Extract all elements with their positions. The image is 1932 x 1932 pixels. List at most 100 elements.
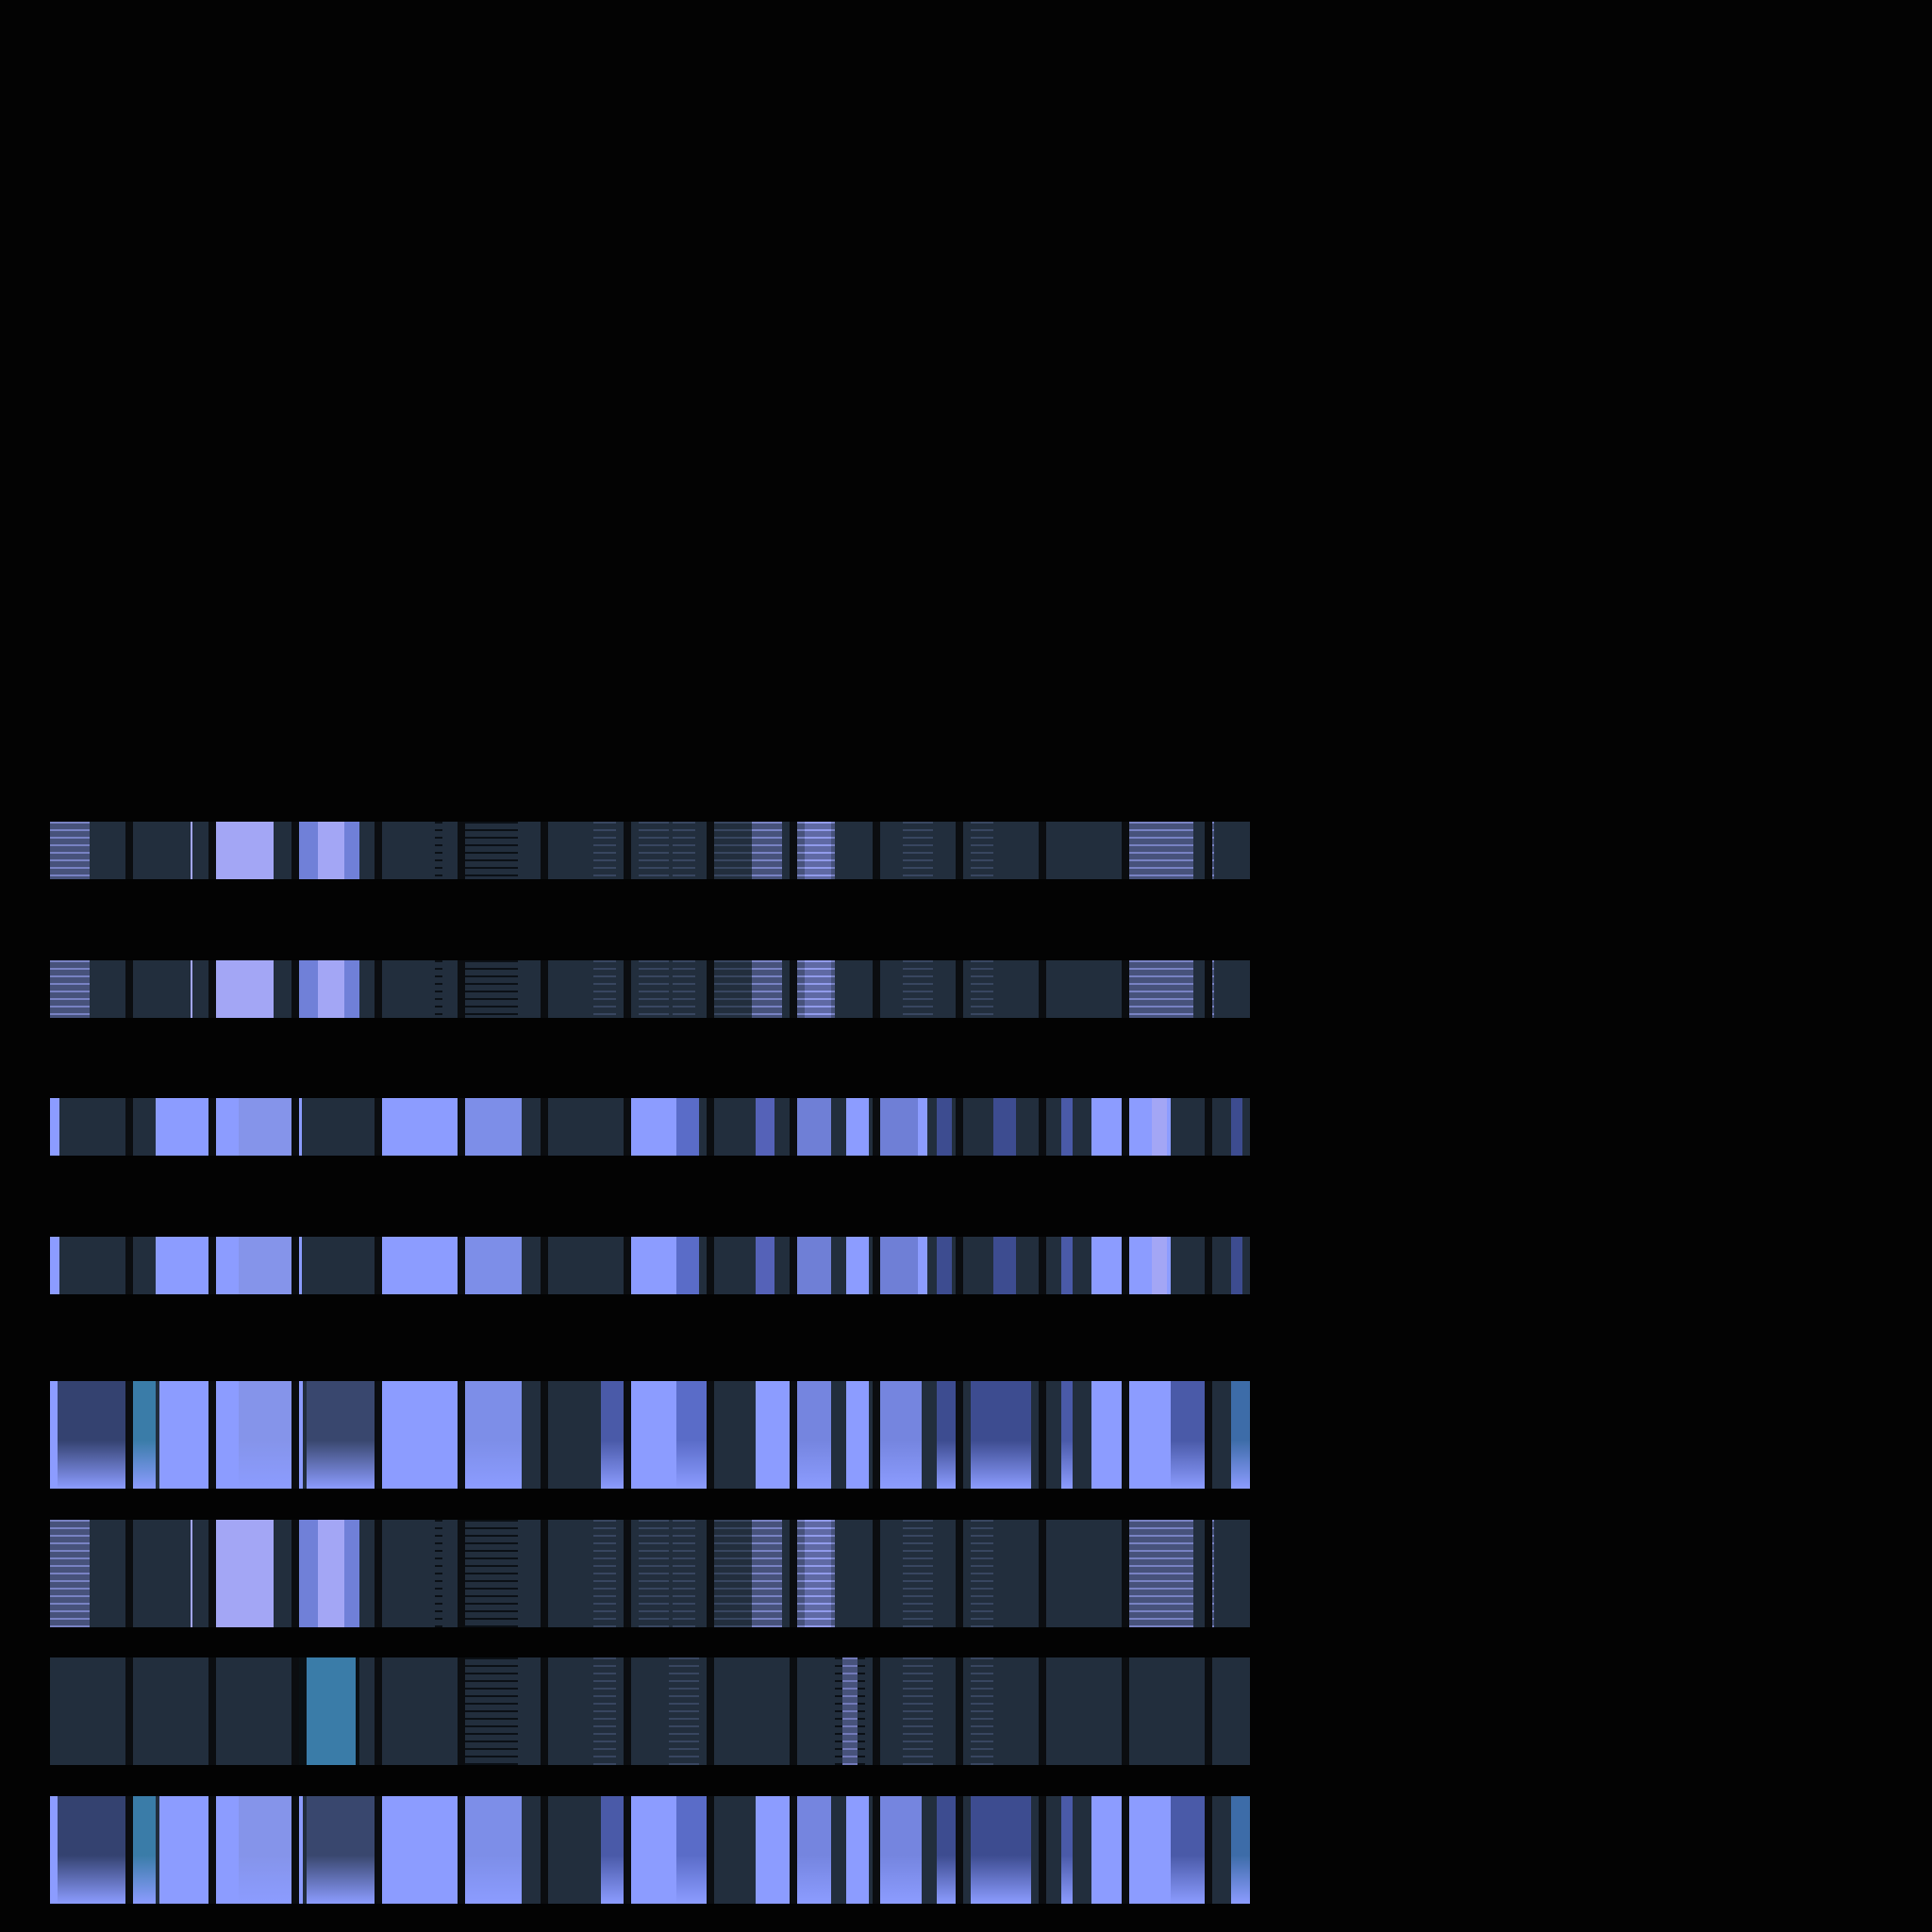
tile-band <box>465 1796 522 1904</box>
tile-band <box>714 960 752 1018</box>
tile-divider <box>624 822 631 879</box>
texture-tile <box>382 1381 458 1489</box>
tile-band <box>593 1657 616 1765</box>
texture-tile <box>382 822 458 879</box>
tile-divider <box>956 1796 963 1904</box>
tile-divider <box>458 1237 465 1294</box>
texture-tile <box>797 960 873 1018</box>
tile-divider <box>624 1237 631 1294</box>
tile-band <box>1061 1796 1073 1904</box>
texture-tile <box>382 1657 458 1765</box>
texture-tile <box>880 1520 956 1627</box>
texture-tile <box>1046 1237 1122 1294</box>
texture-tile <box>216 1237 291 1294</box>
tile-band <box>714 1520 752 1627</box>
strip-4 <box>50 1237 1250 1294</box>
tile-divider <box>1122 1098 1129 1156</box>
tile-divider <box>541 960 548 1018</box>
tile-divider <box>375 1520 382 1627</box>
tile-divider <box>1205 1098 1212 1156</box>
tile-band <box>937 1796 956 1904</box>
texture-tile <box>299 1520 375 1627</box>
tile-divider <box>790 1657 797 1765</box>
tile-band <box>382 1098 458 1156</box>
tile-divider <box>125 1657 133 1765</box>
tile-divider <box>375 1381 382 1489</box>
tile-divider <box>1039 1657 1046 1765</box>
tile-band <box>382 1237 458 1294</box>
tile-divider <box>956 1520 963 1627</box>
tile-divider <box>1122 960 1129 1018</box>
tile-divider <box>956 1237 963 1294</box>
tile-divider <box>873 1098 880 1156</box>
tile-band <box>714 822 752 879</box>
tile-band <box>756 1796 790 1904</box>
tile-band <box>639 822 669 879</box>
texture-tile <box>133 1381 208 1489</box>
strip-1 <box>50 822 1250 879</box>
tile-band <box>631 1796 676 1904</box>
tile-divider <box>956 822 963 879</box>
tile-divider <box>208 960 216 1018</box>
tile-divider <box>208 1237 216 1294</box>
tile-band <box>937 1098 952 1156</box>
texture-tile <box>1046 1381 1122 1489</box>
tile-divider <box>291 1520 299 1627</box>
tile-band <box>344 822 359 879</box>
tile-band <box>805 1520 831 1627</box>
tile-band <box>465 1657 518 1765</box>
tile-divider <box>375 1237 382 1294</box>
tile-divider <box>125 822 133 879</box>
tile-band <box>133 1796 156 1904</box>
tile-band <box>299 822 318 879</box>
tile-divider <box>1205 822 1212 879</box>
tile-divider <box>707 1237 714 1294</box>
tile-band <box>971 1657 993 1765</box>
texture-tile <box>216 1520 291 1627</box>
texture-tile <box>963 1796 1039 1904</box>
texture-tile <box>631 960 707 1018</box>
texture-tile <box>465 822 541 879</box>
texture-tile <box>631 1237 707 1294</box>
tile-band <box>752 1520 782 1627</box>
texture-tile <box>133 822 208 879</box>
texture-tile <box>1212 822 1250 879</box>
tile-band <box>880 1796 922 1904</box>
tile-band <box>756 1098 774 1156</box>
tile-band <box>159 1796 208 1904</box>
texture-tile <box>465 1796 541 1904</box>
texture-tile <box>963 1237 1039 1294</box>
tile-band <box>299 1520 318 1627</box>
texture-tile <box>1129 960 1205 1018</box>
tile-band <box>344 960 359 1018</box>
tile-band <box>1231 1237 1242 1294</box>
strip-8 <box>50 1796 1250 1904</box>
texture-tile <box>714 1520 790 1627</box>
strip-3 <box>50 1098 1250 1156</box>
texture-tile <box>465 1381 541 1489</box>
tile-band <box>50 1520 90 1627</box>
tile-band <box>465 960 518 1018</box>
tile-band <box>299 1381 303 1489</box>
texture-tile <box>133 1657 208 1765</box>
tile-band <box>797 1098 831 1156</box>
tile-divider <box>873 1796 880 1904</box>
texture-tile <box>216 1381 291 1489</box>
texture-tile <box>216 960 291 1018</box>
tile-divider <box>1205 1796 1212 1904</box>
tile-band <box>465 1237 522 1294</box>
texture-tile <box>880 960 956 1018</box>
texture-tile <box>714 1657 790 1765</box>
tile-band <box>971 1796 1031 1904</box>
texture-tile <box>1129 1520 1205 1627</box>
tile-band <box>435 822 442 879</box>
tile-band <box>846 1098 869 1156</box>
tile-band <box>1152 1098 1167 1156</box>
tile-band <box>1171 1796 1205 1904</box>
tile-band <box>593 960 616 1018</box>
tile-band <box>1129 1520 1193 1627</box>
texture-tile <box>548 960 624 1018</box>
tile-band <box>1061 1237 1073 1294</box>
tile-divider <box>375 1098 382 1156</box>
tile-band <box>797 1381 831 1489</box>
